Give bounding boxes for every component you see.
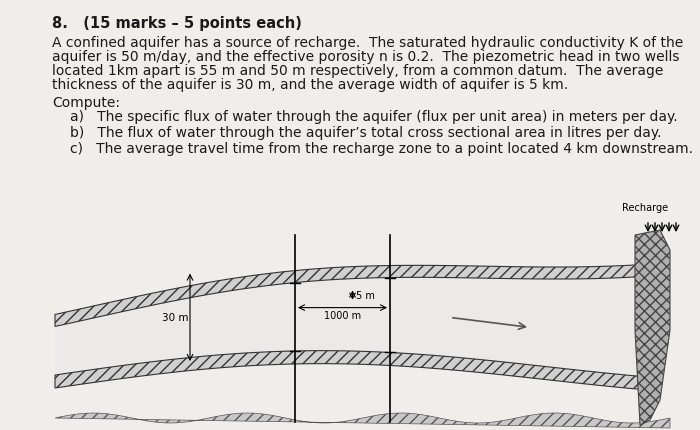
Text: 1000 m: 1000 m — [324, 310, 361, 320]
Text: Recharge: Recharge — [622, 203, 668, 212]
Text: 30 m: 30 m — [162, 313, 188, 322]
Polygon shape — [55, 351, 645, 390]
Text: located 1km apart is 55 m and 50 m respectively, from a common datum.  The avera: located 1km apart is 55 m and 50 m respe… — [52, 64, 664, 78]
Text: aquifer is 50 m/day, and the effective porosity n is 0.2.  The piezometric head : aquifer is 50 m/day, and the effective p… — [52, 50, 680, 64]
Polygon shape — [635, 230, 670, 425]
Text: b)   The flux of water through the aquifer’s total cross sectional area in litre: b) The flux of water through the aquifer… — [70, 126, 662, 140]
Text: thickness of the aquifer is 30 m, and the average width of aquifer is 5 km.: thickness of the aquifer is 30 m, and th… — [52, 78, 568, 92]
Text: c)   The average travel time from the recharge zone to a point located 4 km down: c) The average travel time from the rech… — [70, 141, 693, 156]
Text: a)   The specific flux of water through the aquifer (flux per unit area) in mete: a) The specific flux of water through th… — [70, 110, 678, 124]
Polygon shape — [55, 276, 645, 377]
Text: 5 m: 5 m — [356, 290, 375, 301]
Text: 8.   (15 marks – 5 points each): 8. (15 marks – 5 points each) — [52, 16, 302, 31]
Text: A confined aquifer has a source of recharge.  The saturated hydraulic conductivi: A confined aquifer has a source of recha… — [52, 36, 683, 50]
PathPatch shape — [55, 413, 670, 428]
Text: Compute:: Compute: — [52, 96, 120, 110]
Polygon shape — [55, 265, 645, 327]
